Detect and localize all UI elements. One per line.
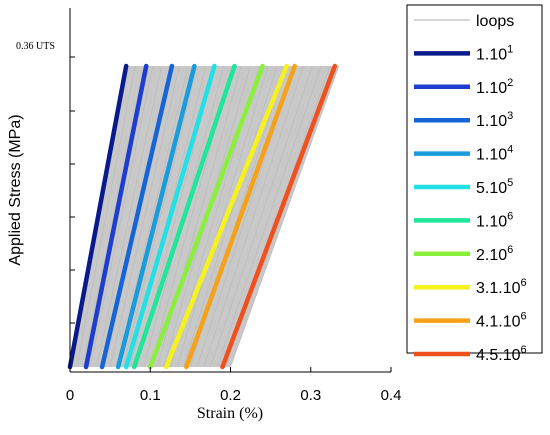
series-line-6: [131, 63, 237, 370]
series-line-2: [83, 63, 149, 370]
legend-label: 4.5.106: [476, 344, 527, 364]
series-line-5: [123, 63, 217, 370]
legend-label: loops: [476, 13, 514, 30]
legend-label: 2.106: [476, 244, 513, 264]
y-ticks: [70, 56, 75, 324]
legend-label: 4.1.106: [476, 311, 527, 331]
plot-area: [67, 63, 340, 370]
loop-streak: [83, 65, 145, 368]
x-tick-label: 0: [66, 387, 74, 404]
legend-label: 1.101: [476, 43, 513, 63]
legend-label: 1.102: [476, 77, 513, 97]
loop-streak: [76, 65, 136, 368]
series-line-9: [184, 63, 297, 370]
legend-box: [406, 4, 543, 354]
loop-streak: [123, 65, 198, 368]
x-tick-label: 0.2: [220, 387, 241, 404]
x-ticks: 0 0.1 0.2 0.3 0.4: [66, 367, 402, 404]
loop-streak: [216, 65, 322, 368]
legend-label: 5.105: [476, 177, 513, 197]
x-tick-label: 0.4: [381, 387, 402, 404]
series-line-7: [148, 63, 265, 370]
series-line-1: [67, 63, 129, 370]
legend-label: 1.106: [476, 210, 513, 230]
series-line-8: [164, 63, 289, 370]
loop-streak: [203, 65, 304, 368]
series-line-3: [99, 63, 175, 370]
legend-label: 1.104: [476, 144, 513, 164]
y-annotation-uts: 0.36 UTS: [16, 41, 55, 52]
x-tick-label: 0.3: [300, 387, 321, 404]
series-line-10: [220, 63, 338, 370]
y-axis-label: Applied Stress (MPa): [7, 114, 24, 265]
legend-label: 3.1.106: [476, 277, 527, 297]
loop-streak: [109, 65, 180, 368]
loop-streak: [96, 65, 162, 368]
series-line-4: [115, 63, 197, 370]
legend: loops 1.101 1.102 1.103 1.104 5.105 1.106 2.106…: [406, 4, 543, 364]
legend-label: 1.103: [476, 110, 513, 130]
x-tick-label: 0.1: [140, 387, 161, 404]
loop-streak: [183, 65, 278, 368]
loop-streak: [210, 65, 313, 368]
loop-streak: [176, 65, 269, 368]
loop-streak: [230, 65, 340, 368]
x-axis-label: Strain (%): [197, 405, 263, 422]
loop-streak: [89, 65, 154, 368]
